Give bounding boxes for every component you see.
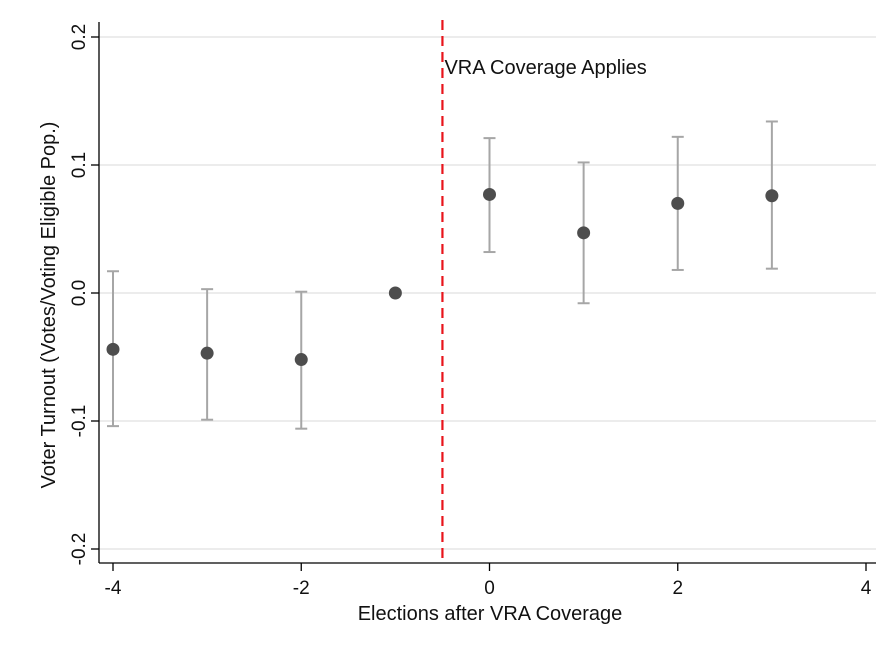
x-tick-label-2: 0 [484,578,495,599]
x-axis-title: Elections after VRA Coverage [358,603,623,625]
data-points [106,187,779,367]
y-ticks: -0.2 -0.1 0.0 0.1 0.2 [69,24,99,566]
y-tick-label-0: -0.2 [69,533,90,566]
data-point-4 [483,187,496,201]
data-point-3 [388,286,402,300]
data-point-5 [577,226,591,240]
x-tick-label-4: 4 [861,578,872,599]
data-point-6 [671,196,685,210]
x-tick-label-1: -2 [293,578,310,599]
data-point-2 [294,353,308,367]
x-ticks: -4 -2 0 2 4 [105,563,872,599]
y-axis-title: Voter Turnout (Votes/Voting Eligible Pop… [38,122,60,489]
data-point-1 [200,346,214,360]
x-tick-label-0: -4 [105,578,122,599]
vra-coverage-annotation: VRA Coverage Applies [444,57,646,79]
data-point-0 [106,342,120,356]
y-tick-label-4: 0.2 [69,24,90,50]
y-tick-label-2: 0.0 [69,280,90,306]
x-tick-label-3: 2 [672,578,683,599]
y-tick-label-3: 0.1 [69,152,90,178]
confidence-intervals [107,120,778,430]
gridlines [99,36,876,550]
y-tick-label-1: -0.1 [69,405,90,438]
data-point-7 [765,189,779,203]
